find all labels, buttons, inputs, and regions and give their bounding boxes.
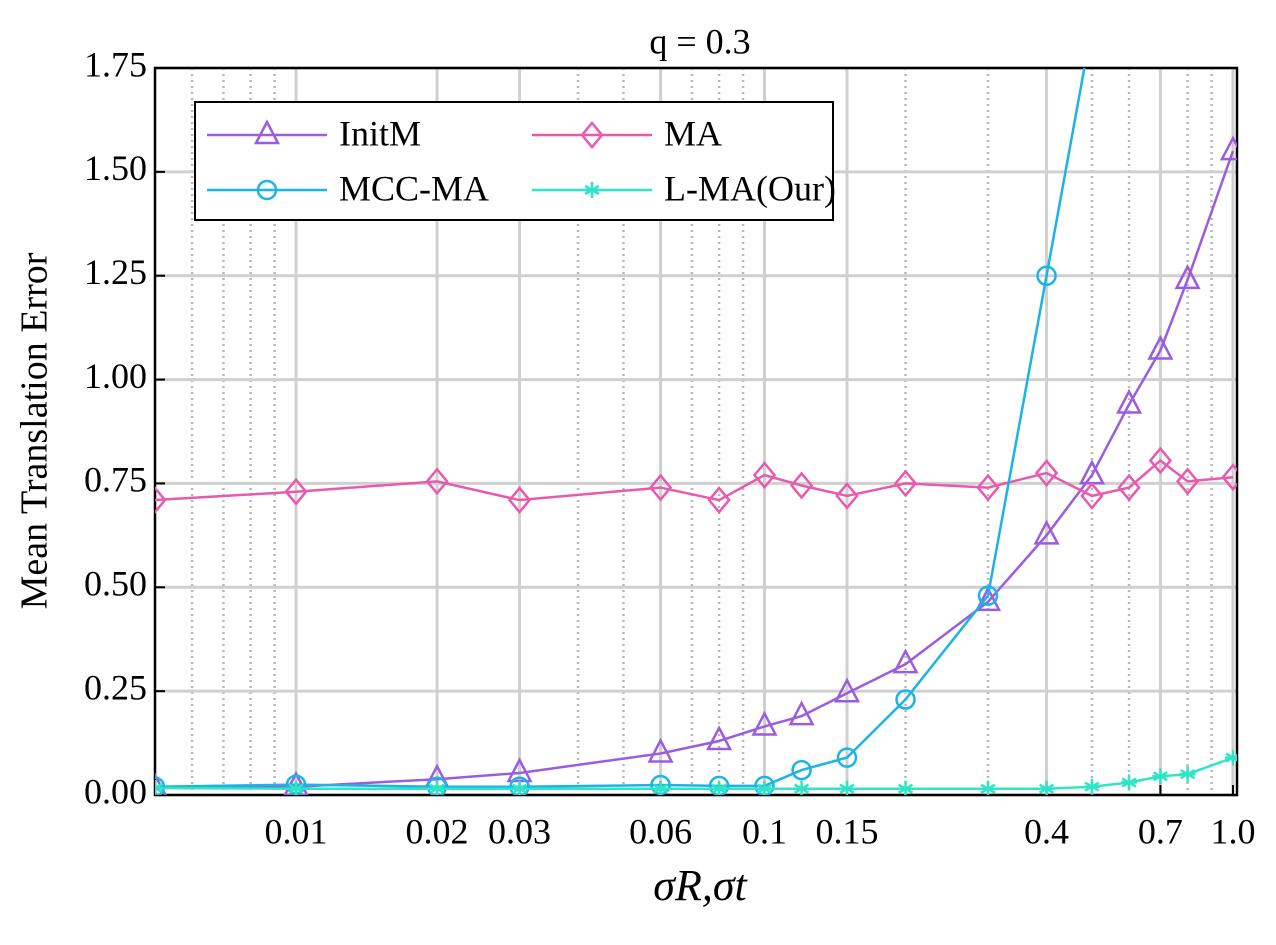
marker (1117, 473, 1141, 502)
y-tick-label: 0.00 (84, 771, 147, 811)
marker (977, 585, 999, 606)
marker (1034, 459, 1059, 487)
marker (648, 473, 673, 502)
y-tick-label: 1.25 (84, 252, 147, 292)
marker (1083, 17, 1101, 35)
marker (706, 725, 733, 751)
series-line (155, 458, 1234, 502)
marker (647, 737, 674, 763)
x-tick-label: 0.7 (1138, 811, 1183, 851)
marker (791, 759, 812, 781)
marker (1080, 481, 1104, 510)
marker (1221, 463, 1237, 492)
marker (584, 182, 600, 198)
marker (789, 471, 814, 500)
marker (707, 486, 731, 514)
y-tick-label: 1.50 (84, 148, 147, 188)
marker (974, 586, 1002, 612)
marker (833, 677, 861, 703)
legend-label: InitM (339, 113, 421, 153)
marker (155, 486, 167, 514)
y-tick-label: 1.00 (84, 356, 147, 396)
marker (897, 780, 914, 795)
marker (288, 780, 305, 795)
legend-box (194, 101, 834, 221)
marker (1033, 519, 1060, 545)
x-tick-label: 0.01 (265, 811, 328, 851)
marker (1219, 135, 1237, 161)
marker (284, 477, 308, 506)
marker (1179, 766, 1196, 783)
marker (652, 780, 669, 795)
marker (425, 467, 449, 496)
marker (980, 780, 997, 795)
marker (1148, 446, 1173, 475)
marker (509, 776, 530, 795)
marker (835, 481, 859, 510)
marker (838, 780, 855, 795)
marker (1121, 774, 1138, 791)
marker (1224, 749, 1237, 766)
marker (507, 486, 532, 514)
marker (253, 119, 281, 145)
x-tick-label: 0.02 (406, 811, 469, 851)
marker (256, 179, 278, 201)
marker (756, 780, 773, 795)
legend-label: MA (664, 113, 722, 153)
x-tick-label: 0.1 (742, 811, 787, 851)
marker (711, 780, 728, 795)
marker (1115, 388, 1143, 414)
x-tick-label: 0.4 (1024, 811, 1069, 851)
marker (752, 461, 777, 490)
legend-label: MCC-MA (339, 168, 489, 208)
x-tick-label: 0.15 (815, 811, 878, 851)
x-tick-label: 0.06 (629, 811, 692, 851)
marker (1036, 265, 1057, 286)
y-axis-label: Mean Translation Error (14, 252, 56, 609)
marker (893, 469, 918, 498)
marker (1175, 467, 1200, 496)
marker (895, 689, 916, 710)
x-axis-label: σR,σt (653, 861, 748, 910)
marker (426, 776, 448, 795)
plot-area (155, 17, 1237, 795)
x-tick-label: 0.03 (488, 811, 551, 851)
chart-title: q = 0.3 (649, 21, 750, 61)
marker (1152, 768, 1169, 785)
marker (751, 710, 778, 736)
marker (155, 776, 166, 795)
marker (788, 700, 815, 726)
series-line (155, 150, 1235, 790)
marker (836, 747, 858, 768)
marker (429, 780, 446, 795)
x-tick-label: 1.0 (1210, 811, 1255, 851)
marker (1174, 264, 1201, 290)
marker (976, 473, 1000, 502)
marker (1147, 334, 1174, 360)
marker (580, 121, 604, 149)
marker (1083, 778, 1100, 795)
y-tick-label: 0.25 (84, 667, 147, 707)
y-tick-label: 1.75 (84, 44, 147, 84)
y-tick-label: 0.75 (84, 460, 147, 500)
marker (1038, 780, 1055, 795)
plot-frame (153, 66, 1239, 797)
marker (793, 780, 810, 795)
marker (511, 780, 528, 795)
y-tick-label: 0.50 (84, 564, 147, 604)
marker (892, 648, 919, 674)
legend-label: L-MA(Our) (664, 168, 836, 208)
